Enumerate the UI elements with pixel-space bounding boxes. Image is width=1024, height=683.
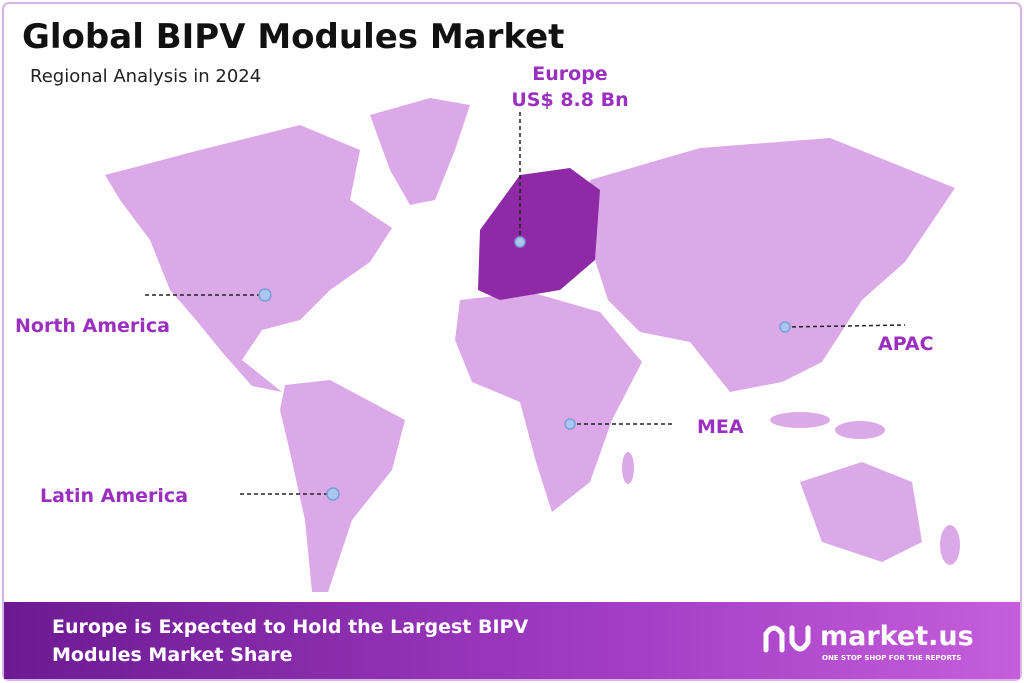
- footer-band: [4, 602, 1020, 679]
- islands: [835, 421, 885, 439]
- greenland: [370, 98, 470, 205]
- footer-text: Europe is Expected to Hold the Largest B…: [52, 616, 528, 638]
- logo-shape: [789, 625, 811, 652]
- region-label: Latin America: [40, 485, 188, 507]
- markers: [258, 236, 791, 501]
- brand-logo: [763, 625, 811, 653]
- region-label: North America: [15, 315, 170, 337]
- marker: [514, 236, 526, 248]
- world-map: [105, 98, 960, 592]
- south-america: [280, 380, 405, 592]
- marker: [564, 418, 576, 430]
- marker: [258, 288, 272, 302]
- region-label: Europe: [532, 63, 607, 85]
- australia: [800, 462, 922, 562]
- logo-shape: [763, 625, 785, 653]
- brand-name: market.us: [820, 621, 974, 652]
- brand-tagline: ONE STOP SHOP FOR THE REPORTS: [822, 654, 961, 662]
- north-america: [105, 125, 392, 392]
- europe-highlight: [478, 168, 600, 300]
- region-label: MEA: [697, 416, 744, 438]
- leader-lines: [145, 112, 906, 495]
- marker: [779, 321, 791, 333]
- islands: [770, 412, 830, 428]
- asia: [590, 138, 955, 392]
- marker: [326, 487, 340, 501]
- footer-text: Modules Market Share: [52, 644, 293, 666]
- islands: [622, 452, 634, 484]
- subtitle: Regional Analysis in 2024: [30, 66, 261, 87]
- africa: [455, 292, 642, 512]
- title: Global BIPV Modules Market: [22, 17, 564, 57]
- islands: [940, 525, 960, 565]
- region-value: US$ 8.8 Bn: [511, 89, 628, 111]
- region-label: APAC: [878, 333, 934, 355]
- leader-line: [784, 324, 906, 328]
